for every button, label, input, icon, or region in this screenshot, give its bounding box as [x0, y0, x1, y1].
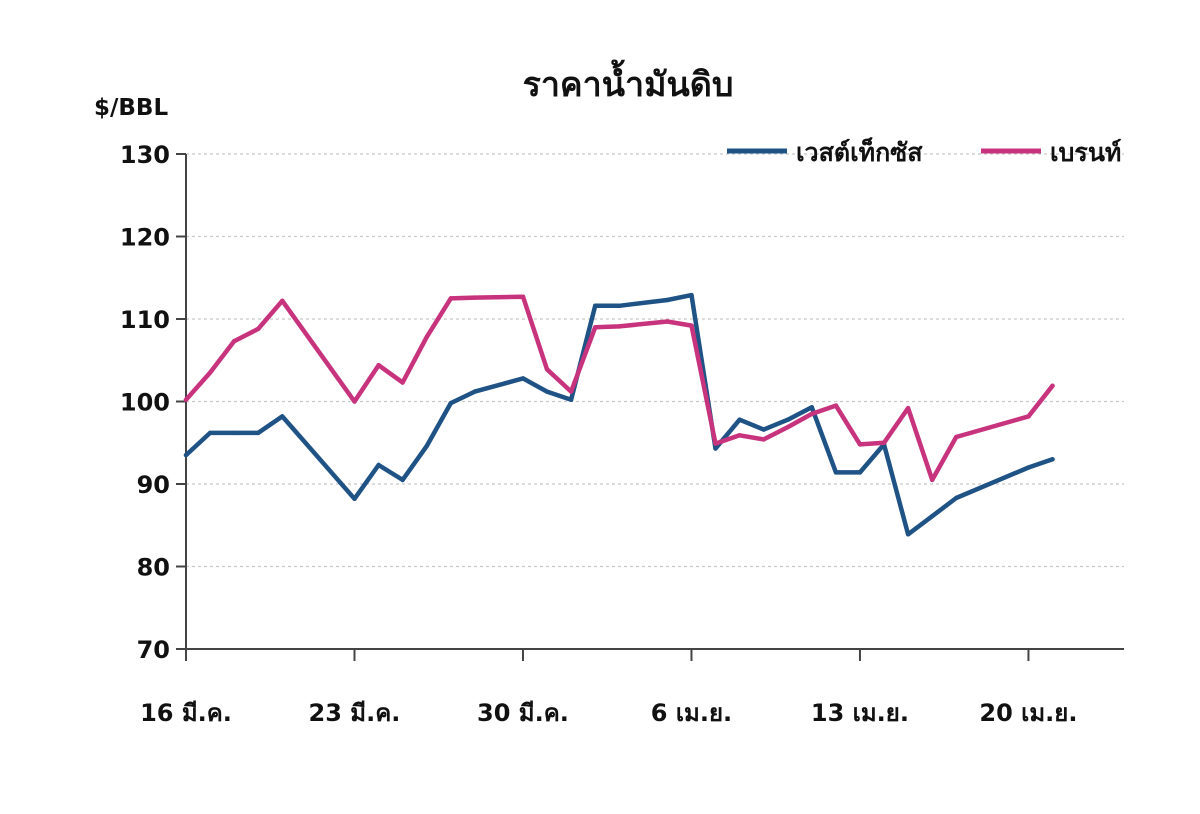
data-point-west-texas	[544, 389, 550, 394]
data-point-brent	[761, 437, 766, 442]
legend: เวสต์เท็กซัส เบรนท์	[727, 137, 1121, 167]
data-point-brent	[352, 399, 357, 404]
y-tick-label: 70	[137, 636, 170, 664]
data-point-brent	[1050, 383, 1055, 388]
data-point-brent	[1026, 414, 1031, 419]
data-point-brent	[857, 442, 863, 447]
data-point-brent	[280, 298, 285, 303]
data-point-west-texas	[1026, 465, 1031, 470]
data-point-west-texas	[761, 427, 766, 432]
x-axis-ticks: 16 มี.ค. 23 มี.ค. 30 มี.ค. 6 เม.ย. 13 เม.ย. 2…	[140, 649, 1077, 727]
data-point-west-texas	[713, 446, 718, 451]
data-point-brent	[472, 295, 477, 300]
data-point-brent	[881, 440, 887, 445]
data-point-west-texas	[231, 430, 237, 436]
data-point-west-texas	[809, 405, 814, 410]
data-point-brent	[617, 324, 622, 329]
legend-label-west-texas: เวสต์เท็กซัส	[796, 137, 923, 167]
data-point-west-texas	[593, 303, 598, 308]
data-point-brent	[256, 326, 261, 332]
data-point-brent	[905, 405, 911, 411]
data-point-brent	[689, 323, 694, 328]
legend-label-brent: เบรนท์	[1050, 138, 1121, 167]
data-point-brent	[207, 370, 213, 375]
y-axis-ticks: 130 120 110 100 90 80 70	[120, 141, 186, 664]
x-tick-label: 30 มี.ค.	[477, 699, 569, 727]
data-point-west-texas	[376, 462, 381, 468]
data-point-west-texas	[954, 495, 959, 501]
data-point-west-texas	[689, 292, 694, 298]
y-tick-label: 90	[137, 471, 170, 499]
data-point-brent	[737, 433, 742, 438]
data-point-brent	[593, 325, 598, 330]
data-point-west-texas	[448, 400, 453, 406]
data-point-west-texas	[400, 477, 405, 483]
data-point-brent	[833, 403, 839, 408]
y-tick-label: 130	[120, 141, 170, 169]
data-point-brent	[930, 477, 935, 483]
data-point-brent	[231, 339, 237, 344]
data-point-west-texas	[617, 303, 622, 308]
data-point-west-texas	[737, 417, 742, 422]
data-point-brent	[424, 334, 429, 340]
y-axis-unit-label: $/BBL	[94, 95, 168, 121]
x-tick-label: 6 เม.ย.	[651, 699, 732, 727]
data-point-brent	[376, 363, 381, 368]
data-point-west-texas	[857, 470, 863, 475]
data-point-brent	[520, 294, 526, 299]
data-point-west-texas	[183, 452, 189, 458]
y-tick-label: 100	[120, 389, 170, 417]
data-point-brent	[809, 411, 814, 417]
chart-title: ราคาน้ำมันดิบ	[523, 59, 734, 105]
data-point-west-texas	[352, 496, 357, 501]
data-point-brent	[400, 380, 405, 385]
x-tick-label: 20 เม.ย.	[979, 699, 1077, 727]
data-point-west-texas	[280, 414, 285, 419]
data-point-brent	[448, 296, 453, 301]
data-point-west-texas	[833, 470, 839, 475]
data-point-brent	[183, 397, 189, 402]
data-point-brent	[785, 424, 790, 430]
data-point-west-texas	[785, 417, 790, 422]
data-point-west-texas	[905, 532, 911, 537]
series-line-west-texas	[183, 292, 1055, 537]
data-point-west-texas	[1050, 457, 1055, 462]
data-point-west-texas	[520, 376, 526, 381]
data-point-west-texas	[256, 430, 261, 436]
data-point-west-texas	[930, 514, 935, 519]
y-tick-label: 120	[120, 224, 170, 252]
data-point-brent	[665, 319, 670, 324]
data-point-brent	[544, 367, 550, 372]
data-point-west-texas	[472, 389, 477, 394]
series-lines	[183, 292, 1055, 537]
data-point-west-texas	[568, 397, 574, 402]
data-point-brent	[713, 441, 718, 446]
y-tick-label: 110	[120, 306, 170, 334]
data-point-brent	[568, 389, 574, 394]
data-point-brent	[954, 434, 959, 440]
data-point-west-texas	[665, 297, 670, 303]
y-tick-label: 80	[137, 554, 170, 582]
x-tick-label: 23 มี.ค.	[309, 699, 401, 727]
data-point-west-texas	[424, 443, 429, 449]
x-tick-label: 13 เม.ย.	[811, 699, 909, 727]
x-tick-label: 16 มี.ค.	[140, 699, 232, 727]
data-point-west-texas	[207, 430, 213, 436]
